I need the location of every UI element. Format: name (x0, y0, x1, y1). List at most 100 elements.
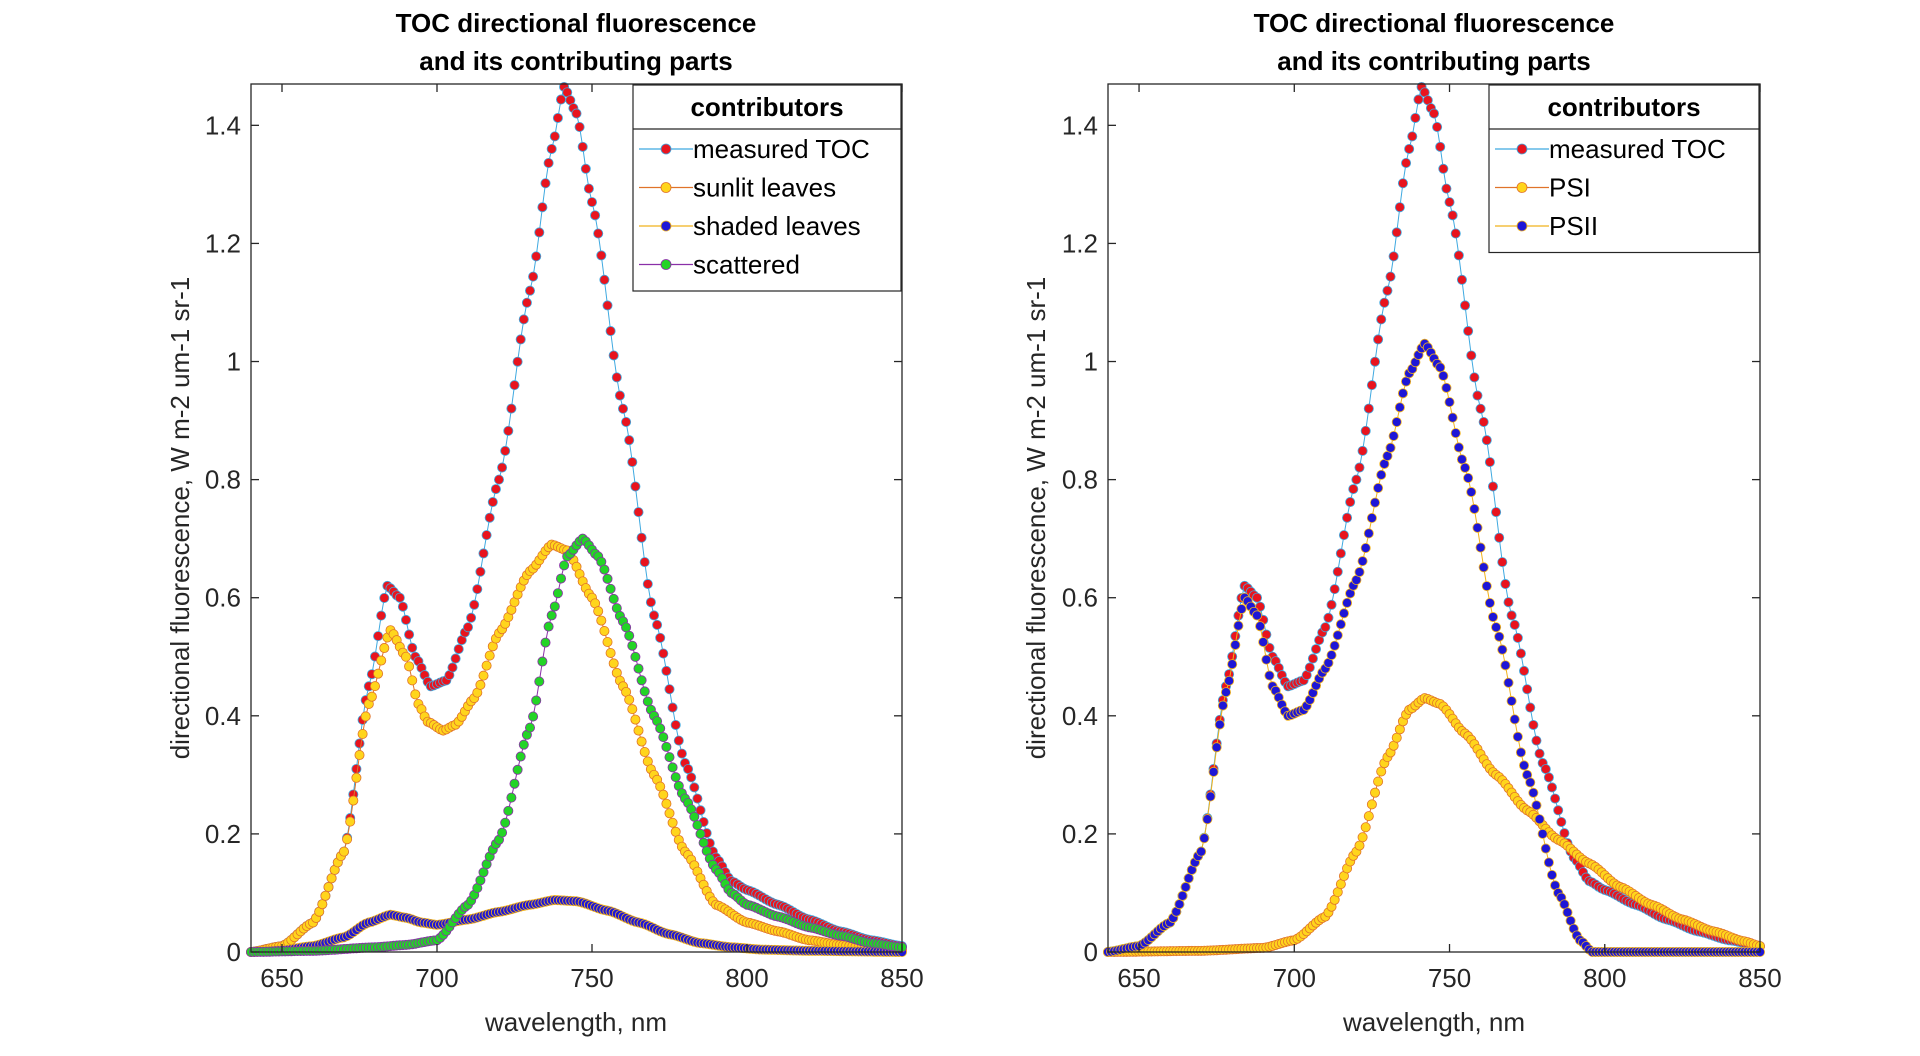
x-tick-label: 850 (1738, 963, 1781, 993)
left-chart: TOC directional fluorescence and its con… (165, 8, 924, 1037)
data-point (509, 380, 520, 391)
data-point (1466, 487, 1477, 498)
data-point (546, 143, 557, 154)
axes-box (1107, 83, 1761, 953)
data-point (1230, 639, 1241, 650)
data-point (1338, 608, 1349, 619)
axes: 650 700 750 800 850 0 0.2 0.4 0.6 0.8 1 1.2 1.4 (205, 83, 924, 993)
data-point (667, 817, 678, 828)
data-point (1388, 430, 1399, 441)
data-point (1562, 907, 1573, 918)
data-point (509, 778, 520, 789)
data-point (531, 251, 542, 262)
data-point (1528, 787, 1539, 798)
data-point (518, 739, 529, 750)
data-point (1494, 631, 1505, 642)
data-point (1512, 731, 1523, 742)
data-point (1444, 197, 1455, 208)
data-point (1183, 873, 1194, 884)
data-point (1397, 388, 1408, 399)
data-point (407, 642, 418, 653)
data-point (1211, 742, 1222, 753)
data-point (624, 435, 635, 446)
data-point (605, 647, 616, 658)
legend-entry: PSI (1549, 173, 1591, 203)
data-point (1475, 403, 1486, 414)
data-point (571, 108, 582, 119)
data-point (1435, 141, 1446, 152)
data-point (515, 751, 526, 762)
data-point (478, 670, 489, 681)
data-point (1391, 227, 1402, 238)
data-point (1453, 442, 1464, 453)
data-point (469, 599, 480, 610)
data-point (1376, 469, 1387, 480)
data-point (1503, 597, 1514, 608)
data-point (379, 643, 390, 654)
data-point (540, 637, 551, 648)
data-point (1528, 719, 1539, 730)
data-point (661, 741, 672, 752)
data-point (518, 314, 529, 325)
data-point (484, 512, 495, 523)
data-point (1258, 637, 1269, 648)
x-tick-label: 750 (570, 963, 613, 993)
data-point (1335, 548, 1346, 559)
data-point (410, 689, 421, 700)
data-point (633, 507, 644, 518)
data-point (1394, 402, 1405, 413)
data-point (1335, 619, 1346, 630)
data-point (658, 648, 669, 659)
data-point (521, 297, 532, 308)
data-point (1363, 528, 1374, 539)
data-point (1432, 121, 1443, 132)
data-point (549, 131, 560, 142)
data-point (531, 695, 542, 706)
data-point (1475, 542, 1486, 553)
data-point (317, 899, 328, 910)
data-point (1360, 822, 1371, 833)
legend-marker (660, 182, 672, 193)
data-point (630, 714, 641, 725)
data-point (1366, 513, 1377, 524)
data-point (407, 675, 418, 686)
data-point (481, 660, 492, 671)
data-point (490, 484, 501, 495)
y-tick-label: 0.2 (205, 819, 241, 849)
data-point (525, 722, 536, 733)
x-tick-label: 700 (1273, 963, 1316, 993)
x-tick-label: 750 (1428, 963, 1471, 993)
data-point (698, 837, 709, 848)
data-point (1472, 390, 1483, 401)
data-point (1441, 382, 1452, 393)
data-point (664, 808, 675, 819)
axes-box (250, 83, 903, 953)
data-point (1385, 442, 1396, 453)
data-point (661, 665, 672, 676)
data-point (1450, 428, 1461, 439)
data-point (645, 597, 656, 608)
data-point (630, 651, 641, 662)
data-point (1332, 566, 1343, 577)
data-point (537, 202, 548, 213)
data-point (630, 481, 641, 492)
data-point (348, 795, 359, 806)
legend-marker (1516, 143, 1528, 155)
data-point (689, 811, 700, 822)
data-point (487, 497, 498, 508)
y-tick-label: 0 (227, 937, 241, 967)
data-point (1394, 202, 1405, 213)
data-point (627, 704, 638, 715)
data-point (1304, 662, 1315, 673)
data-point (1363, 811, 1374, 822)
data-point (1366, 380, 1377, 391)
data-point (1553, 805, 1564, 816)
legend-title: contributors (1547, 92, 1700, 122)
data-point (1456, 274, 1467, 285)
data-point (475, 679, 486, 690)
data-point (1410, 112, 1421, 123)
data-point (624, 694, 635, 705)
data-point (1261, 654, 1272, 665)
data-point (1438, 370, 1449, 381)
